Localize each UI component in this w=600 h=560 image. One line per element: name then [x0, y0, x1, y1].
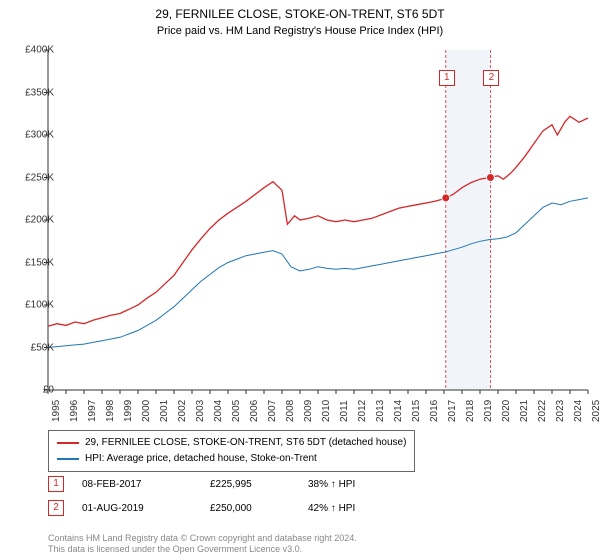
y-tick-label: £200K — [14, 215, 54, 226]
legend-swatch-property — [57, 442, 79, 444]
sale-marker-2: 2 — [48, 500, 64, 516]
sale-callout-2: 2 — [483, 70, 499, 86]
chart-container: 29, FERNILEE CLOSE, STOKE-ON-TRENT, ST6 … — [0, 0, 600, 560]
x-tick-label: 2002 — [177, 400, 188, 422]
sale-marker-1: 1 — [48, 476, 64, 492]
x-tick-label: 2023 — [555, 400, 566, 422]
x-tick-label: 2021 — [519, 400, 530, 422]
x-tick-label: 2013 — [375, 400, 386, 422]
x-tick-label: 2024 — [573, 400, 584, 422]
chart-title: 29, FERNILEE CLOSE, STOKE-ON-TRENT, ST6 … — [0, 0, 600, 23]
chart-subtitle: Price paid vs. HM Land Registry's House … — [0, 23, 600, 37]
x-tick-label: 2020 — [501, 400, 512, 422]
legend-item-hpi: HPI: Average price, detached house, Stok… — [57, 451, 406, 467]
x-tick-label: 2012 — [357, 400, 368, 422]
y-tick-label: £300K — [14, 130, 54, 141]
y-tick-label: £400K — [14, 45, 54, 56]
y-tick-label: £50K — [14, 342, 54, 353]
y-tick-label: £100K — [14, 300, 54, 311]
y-tick-label: £350K — [14, 87, 54, 98]
x-tick-label: 2007 — [267, 400, 278, 422]
sale-date-1: 08-FEB-2017 — [82, 479, 192, 490]
x-tick-label: 2018 — [465, 400, 476, 422]
sale-callout-1: 1 — [439, 70, 455, 86]
legend-item-property: 29, FERNILEE CLOSE, STOKE-ON-TRENT, ST6 … — [57, 435, 406, 451]
sale-pct-2: 42% ↑ HPI — [308, 503, 408, 514]
legend-label-hpi: HPI: Average price, detached house, Stok… — [85, 451, 317, 467]
x-tick-label: 1999 — [123, 400, 134, 422]
x-tick-label: 1995 — [51, 400, 62, 422]
legend: 29, FERNILEE CLOSE, STOKE-ON-TRENT, ST6 … — [48, 430, 415, 472]
x-tick-label: 2016 — [429, 400, 440, 422]
y-tick-label: £250K — [14, 172, 54, 183]
x-tick-label: 2011 — [339, 400, 350, 422]
chart-svg — [48, 50, 588, 390]
legend-label-property: 29, FERNILEE CLOSE, STOKE-ON-TRENT, ST6 … — [85, 435, 406, 451]
x-tick-label: 1997 — [87, 400, 98, 422]
chart-plot-area — [48, 50, 588, 390]
x-tick-label: 2000 — [141, 400, 152, 422]
x-tick-label: 2009 — [303, 400, 314, 422]
x-tick-label: 2001 — [159, 400, 170, 422]
sale-price-1: £225,995 — [210, 479, 290, 490]
x-tick-label: 2006 — [249, 400, 260, 422]
x-tick-label: 2008 — [285, 400, 296, 422]
x-tick-label: 2014 — [393, 400, 404, 422]
y-tick-label: £0 — [14, 385, 54, 396]
x-tick-label: 2025 — [591, 400, 600, 422]
footer-line-1: Contains HM Land Registry data © Crown c… — [48, 533, 357, 545]
x-tick-label: 2003 — [195, 400, 206, 422]
x-tick-label: 2019 — [483, 400, 494, 422]
y-tick-label: £150K — [14, 257, 54, 268]
sale-price-2: £250,000 — [210, 503, 290, 514]
legend-swatch-hpi — [57, 458, 79, 460]
x-tick-label: 2022 — [537, 400, 548, 422]
x-tick-label: 2010 — [321, 400, 332, 422]
sale-date-2: 01-AUG-2019 — [82, 503, 192, 514]
sale-row-2: 2 01-AUG-2019 £250,000 42% ↑ HPI — [48, 500, 408, 516]
x-tick-label: 2004 — [213, 400, 224, 422]
x-tick-label: 2017 — [447, 400, 458, 422]
x-tick-label: 1996 — [69, 400, 80, 422]
footer-attribution: Contains HM Land Registry data © Crown c… — [48, 533, 357, 556]
sale-pct-1: 38% ↑ HPI — [308, 479, 408, 490]
footer-line-2: This data is licensed under the Open Gov… — [48, 544, 357, 556]
x-tick-label: 2005 — [231, 400, 242, 422]
x-tick-label: 2015 — [411, 400, 422, 422]
sale-row-1: 1 08-FEB-2017 £225,995 38% ↑ HPI — [48, 476, 408, 492]
x-tick-label: 1998 — [105, 400, 116, 422]
